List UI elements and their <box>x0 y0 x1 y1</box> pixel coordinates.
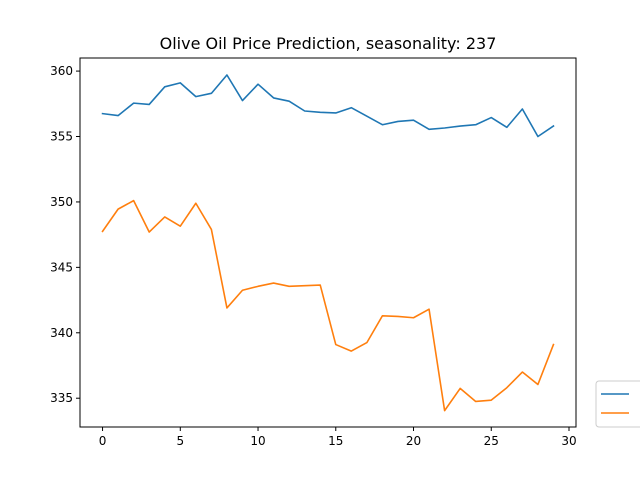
y-tick-label: 360 <box>50 64 73 78</box>
legend-box <box>595 380 640 428</box>
legend <box>595 380 640 428</box>
plot-frame <box>79 57 577 428</box>
y-tick-label: 335 <box>50 391 73 405</box>
series-line-2 <box>101 199 555 412</box>
x-tick-label: 10 <box>250 434 265 448</box>
x-tick-label: 0 <box>99 434 107 448</box>
y-tick-label: 350 <box>50 195 73 209</box>
x-axis: 0 5 10 15 20 25 30 <box>99 427 577 448</box>
x-tick-label: 25 <box>484 434 499 448</box>
y-axis: 335 340 345 350 355 360 <box>50 64 80 405</box>
y-tick-label: 355 <box>50 130 73 144</box>
x-tick-label: 30 <box>561 434 576 448</box>
x-tick-label: 15 <box>328 434 343 448</box>
series-line-1 <box>101 74 555 138</box>
chart-title: Olive Oil Price Prediction, seasonality:… <box>160 34 497 53</box>
x-tick-label: 20 <box>406 434 421 448</box>
y-tick-label: 345 <box>50 260 73 274</box>
x-tick-label: 5 <box>176 434 184 448</box>
y-tick-label: 340 <box>50 326 73 340</box>
series-layer <box>101 74 555 412</box>
